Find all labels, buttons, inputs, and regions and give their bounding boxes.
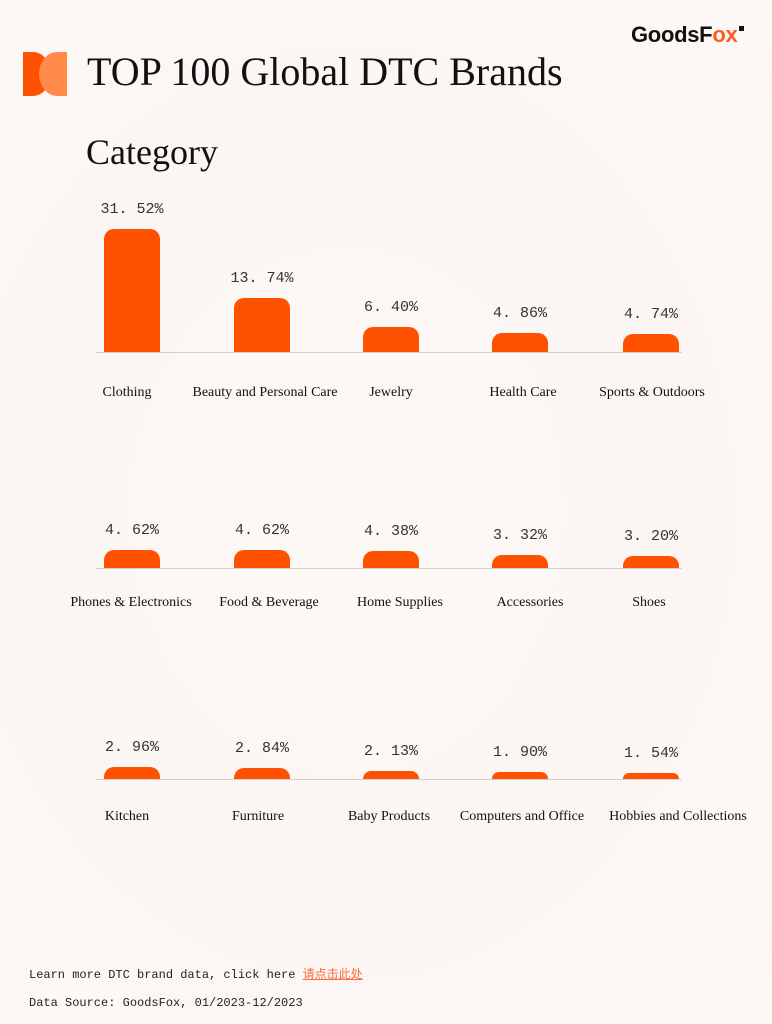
page-title: TOP 100 Global DTC Brands bbox=[87, 49, 563, 94]
category-label: Computers and Office bbox=[459, 809, 585, 824]
category-label: Jewelry bbox=[369, 385, 413, 400]
brand-logo-icon bbox=[23, 52, 67, 96]
category-label: Baby Products bbox=[347, 809, 431, 824]
bar bbox=[104, 229, 160, 352]
category-label: Sports & Outdoors bbox=[599, 385, 705, 400]
x-axis-line bbox=[96, 779, 682, 780]
category-label: Hobbies and Collections bbox=[609, 809, 747, 824]
chart-title: Category bbox=[86, 132, 218, 172]
bar-value-label: 6. 40% bbox=[363, 299, 418, 316]
bar-value-label: 4. 86% bbox=[492, 305, 547, 322]
bar-value-label: 31. 52% bbox=[100, 201, 164, 218]
bar-value-label: 13. 74% bbox=[230, 270, 294, 287]
learn-more-link[interactable]: 请点击此处 bbox=[302, 967, 363, 981]
bar-value-label: 4. 62% bbox=[104, 522, 159, 539]
bar-value-label: 2. 84% bbox=[234, 740, 289, 757]
bar bbox=[623, 773, 679, 779]
category-label: Accessories bbox=[496, 595, 564, 610]
category-label: Furniture bbox=[231, 809, 285, 824]
x-axis-line bbox=[96, 568, 682, 569]
x-axis-line bbox=[96, 352, 682, 353]
bar-value-label: 1. 54% bbox=[623, 745, 678, 762]
learn-more-line: Learn more DTC brand data, click here 请点… bbox=[29, 967, 363, 982]
bar bbox=[363, 327, 419, 352]
bar-value-label: 3. 32% bbox=[492, 527, 547, 544]
logo-square-icon bbox=[739, 26, 745, 31]
category-label: Health Care bbox=[489, 385, 557, 400]
bar bbox=[104, 550, 160, 568]
bar bbox=[234, 550, 290, 568]
bar-value-label: 3. 20% bbox=[623, 528, 678, 545]
bar-value-label: 1. 90% bbox=[492, 744, 547, 761]
bar bbox=[492, 333, 548, 352]
goodsfox-logo: GoodsFox bbox=[631, 22, 745, 48]
category-label: Clothing bbox=[102, 385, 152, 400]
bar-value-label: 4. 62% bbox=[234, 522, 289, 539]
category-label: Shoes bbox=[632, 595, 666, 610]
bar bbox=[492, 772, 548, 779]
bar bbox=[623, 334, 679, 352]
category-label: Home Supplies bbox=[357, 595, 443, 610]
bar bbox=[104, 767, 160, 779]
data-source: Data Source: GoodsFox, 01/2023-12/2023 bbox=[29, 996, 303, 1010]
bar-value-label: 2. 13% bbox=[363, 743, 418, 760]
category-label: Food & Beverage bbox=[219, 595, 319, 610]
bar bbox=[234, 768, 290, 779]
bar-value-label: 4. 38% bbox=[363, 523, 418, 540]
category-label: Kitchen bbox=[104, 809, 150, 824]
bar bbox=[623, 556, 679, 568]
bar-value-label: 2. 96% bbox=[104, 739, 159, 756]
bar-value-label: 4. 74% bbox=[623, 306, 678, 323]
category-label: Beauty and Personal Care bbox=[192, 385, 338, 400]
bar bbox=[234, 298, 290, 352]
bar bbox=[363, 771, 419, 779]
bar bbox=[492, 555, 548, 568]
category-label: Phones & Electronics bbox=[70, 595, 192, 610]
bar bbox=[363, 551, 419, 568]
